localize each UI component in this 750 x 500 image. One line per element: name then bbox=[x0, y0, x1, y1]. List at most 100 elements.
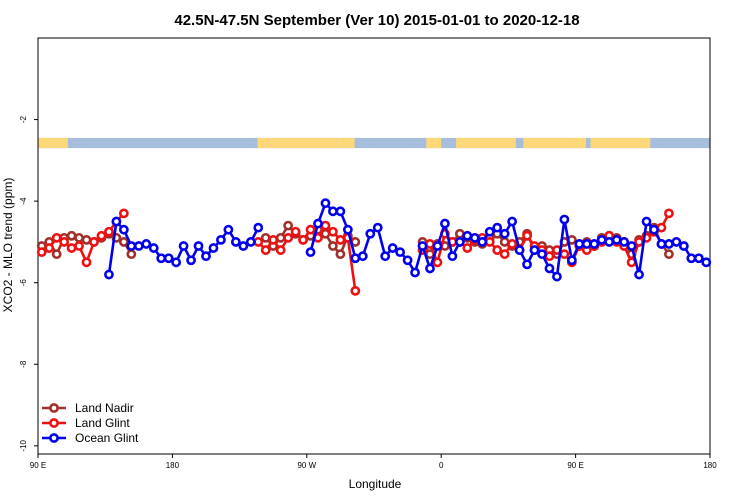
land-glint-point bbox=[484, 237, 495, 247]
ocean-glint-point bbox=[223, 224, 234, 235]
land-glint-point bbox=[36, 247, 47, 258]
ocean-glint-point bbox=[664, 239, 674, 249]
land-glint-point bbox=[51, 232, 62, 243]
ocean-glint-point bbox=[559, 214, 570, 225]
legend-swatch-marker bbox=[49, 418, 59, 428]
land-glint-point bbox=[96, 230, 107, 241]
ocean-glint-line-segment bbox=[309, 222, 320, 254]
ocean-glint-point bbox=[499, 228, 510, 239]
ocean-glint-point bbox=[566, 255, 577, 266]
land-band bbox=[575, 137, 587, 149]
series-layer bbox=[36, 198, 712, 296]
ocean-glint-point bbox=[477, 237, 488, 247]
legend-label: Land Nadir bbox=[75, 401, 134, 415]
land-glint-point bbox=[118, 208, 129, 219]
ocean-glint-point bbox=[507, 216, 518, 227]
land-nadir-point bbox=[335, 249, 346, 260]
ocean-glint-point bbox=[417, 241, 428, 251]
ocean-glint-point bbox=[484, 226, 495, 237]
ocean-glint-point bbox=[604, 237, 615, 247]
ocean-glint-line-segment bbox=[346, 228, 357, 260]
ocean-glint-point bbox=[522, 259, 532, 270]
ocean-glint-line-segment bbox=[630, 244, 641, 276]
land-glint-point bbox=[507, 239, 518, 249]
ocean-glint-point bbox=[589, 239, 600, 249]
ocean-glint-line-segment bbox=[376, 226, 387, 258]
y-axis-label: XCO2 - MLO trend (ppm) bbox=[1, 178, 15, 313]
land-nadir-point bbox=[126, 249, 137, 260]
ocean-glint-point bbox=[432, 241, 443, 251]
land-glint-line-segment bbox=[346, 236, 357, 293]
land-glint-point bbox=[283, 232, 294, 243]
land-nadir-point bbox=[81, 234, 92, 245]
ocean-glint-point bbox=[372, 222, 383, 233]
land-nadir-point bbox=[328, 241, 338, 251]
land-glint-point bbox=[81, 257, 92, 268]
legend-label: Land Glint bbox=[75, 416, 130, 430]
ocean-glint-point bbox=[447, 251, 458, 262]
land-glint-point bbox=[634, 237, 644, 247]
land-band bbox=[590, 137, 651, 149]
ocean-glint-point bbox=[626, 241, 637, 251]
ocean-glint-point bbox=[410, 267, 420, 278]
y-tick-label: -2 bbox=[19, 115, 28, 123]
ocean-glint-line-segment bbox=[107, 220, 118, 276]
ocean-glint-point bbox=[611, 234, 622, 245]
ocean-glint-point bbox=[186, 255, 196, 266]
ocean-band bbox=[38, 137, 710, 149]
ocean-glint-point bbox=[148, 243, 159, 253]
land-glint-point bbox=[425, 239, 435, 249]
ocean-glint-point bbox=[678, 241, 689, 251]
ocean-glint-point bbox=[425, 263, 435, 274]
ocean-glint-point bbox=[395, 247, 406, 258]
land-glint-point bbox=[320, 220, 331, 231]
y-tick-label: -10 bbox=[19, 440, 28, 452]
land-glint-point bbox=[350, 285, 361, 296]
ocean-glint-point bbox=[701, 257, 712, 268]
chart-title: 42.5N-47.5N September (Ver 10) 2015-01-0… bbox=[174, 12, 579, 29]
ocean-glint-point bbox=[313, 218, 323, 229]
ocean-glint-point bbox=[581, 239, 592, 249]
land-nadir-point bbox=[66, 230, 77, 241]
ocean-glint-point bbox=[380, 251, 391, 262]
land-glint-point bbox=[290, 226, 301, 237]
ocean-glint-point bbox=[245, 237, 256, 247]
ocean-glint-point bbox=[350, 253, 361, 264]
legend-label: Ocean Glint bbox=[75, 431, 139, 445]
x-tick-label: 0 bbox=[439, 461, 444, 470]
land-glint-point bbox=[59, 237, 70, 247]
legend-item-ocean-glint: Ocean Glint bbox=[42, 431, 139, 445]
series-ocean-glint bbox=[104, 198, 712, 282]
ocean-glint-point bbox=[133, 241, 144, 251]
ocean-glint-point bbox=[163, 253, 174, 264]
land-nadir-point bbox=[51, 249, 62, 260]
land-ocean-strip bbox=[38, 137, 710, 149]
x-tick-label: 180 bbox=[703, 461, 717, 470]
land-nadir-point bbox=[499, 237, 510, 247]
land-band bbox=[336, 137, 355, 149]
ocean-glint-point bbox=[693, 253, 704, 264]
ocean-glint-point bbox=[537, 249, 547, 260]
land-nadir-point bbox=[454, 228, 465, 239]
ocean-glint-point bbox=[141, 239, 152, 249]
ocean-glint-point bbox=[552, 271, 562, 282]
ocean-glint-point bbox=[238, 241, 249, 251]
ocean-glint-point bbox=[492, 222, 503, 233]
land-band bbox=[426, 137, 442, 149]
ocean-glint-point bbox=[574, 239, 585, 249]
ocean-glint-point bbox=[529, 245, 540, 255]
land-glint-point bbox=[275, 245, 286, 255]
land-nadir-point bbox=[260, 232, 271, 243]
land-glint-point bbox=[656, 222, 667, 233]
ocean-glint-point bbox=[253, 222, 264, 233]
legend-swatch-marker bbox=[49, 403, 59, 413]
ocean-glint-point bbox=[118, 224, 129, 235]
ocean-glint-point bbox=[320, 198, 331, 209]
ocean-glint-point bbox=[126, 241, 137, 251]
land-glint-point bbox=[104, 226, 114, 237]
ocean-glint-point bbox=[201, 251, 211, 262]
ocean-glint-point bbox=[402, 255, 413, 266]
ocean-glint-point bbox=[230, 237, 241, 247]
